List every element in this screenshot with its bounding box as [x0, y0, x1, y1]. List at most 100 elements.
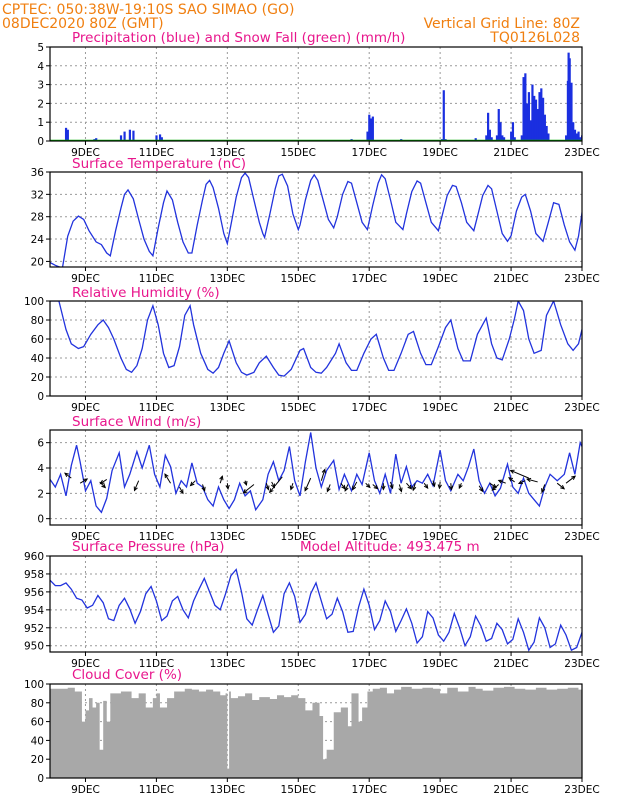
precip-bar [568, 58, 571, 141]
wind-arrow [431, 480, 436, 488]
precip-bar [502, 137, 506, 141]
x-tick-label: 23DEC [564, 658, 599, 670]
x-tick-label: 9DEC [71, 531, 100, 543]
x-tick-label: 19DEC [422, 784, 457, 796]
wind-arrow-head [201, 486, 206, 492]
wind-arrow-shaft [304, 477, 312, 491]
wind-arrow [517, 480, 526, 485]
wind-arrow [491, 484, 499, 491]
panel-temperature: Surface Temperature (nC) 20 24 28 32 36 9DEC 11… [31, 156, 600, 285]
x-tick-label: 11DEC [139, 147, 174, 159]
panel-title: Cloud Cover (%) [72, 667, 182, 683]
precip-bar [524, 73, 527, 141]
y-tick-label: 100 [24, 679, 44, 691]
y-tick-label: 40 [31, 353, 44, 365]
wind-arrow [497, 479, 506, 484]
wind-arrow-shaft [79, 478, 88, 484]
plot-area [50, 301, 582, 377]
wind-arrow-head [437, 484, 442, 490]
plot-area [50, 686, 582, 778]
x-tick-label: 19DEC [422, 531, 457, 543]
precip-bar [95, 138, 98, 141]
y-tick-label: 0 [37, 391, 44, 403]
wind-arrow [340, 482, 346, 490]
page-header: CPTEC: 050:38W-19:10S SAO SIMAO (GO) 08D… [2, 2, 580, 46]
y-tick-label: 20 [31, 372, 44, 384]
precip-bar [499, 122, 502, 141]
precip-bar [527, 92, 530, 141]
wind-arrow [406, 482, 413, 490]
wind-arrow [79, 478, 89, 484]
x-tick-label: 13DEC [210, 531, 245, 543]
wind-arrow-shaft [326, 484, 331, 492]
precip-bar [570, 82, 573, 141]
wind-arrow-head [560, 484, 566, 490]
wind-arrow-head [101, 483, 107, 489]
panel-title: Surface Pressure (hPa) [72, 539, 225, 555]
wind-arrow-shaft [179, 486, 184, 494]
wind-arrow [99, 478, 108, 485]
panel-frame [49, 171, 583, 268]
cloud-cover-area [50, 686, 582, 778]
precip-bar [371, 116, 374, 141]
wind-arrow-head [590, 475, 594, 478]
wind-arrow [189, 480, 196, 487]
x-tick-label: 19DEC [422, 147, 457, 159]
x-tick-label: 21DEC [493, 784, 528, 796]
x-tick-label: 11DEC [139, 531, 174, 543]
precip-bar [119, 135, 123, 141]
panel-title: Surface Wind (m/s) [72, 414, 201, 430]
x-tick-label: 9DEC [71, 147, 100, 159]
plot-area [50, 568, 582, 652]
header-model-id: TQ0126L028 [489, 30, 580, 46]
x-tick-label: 13DEC [210, 784, 245, 796]
wind-arrow [344, 484, 349, 492]
plot-area [50, 172, 582, 267]
wind-arrow [541, 484, 546, 494]
panel-title: Precipitation (blue) and Snow Fall (gree… [72, 30, 405, 46]
wind-arrow-shaft [492, 484, 499, 491]
wind-arrow [365, 482, 371, 489]
wind-arrow-head [219, 475, 224, 481]
precip-bar [534, 99, 538, 141]
wind-arrow-head [133, 486, 138, 492]
wind-arrow-shaft [64, 472, 72, 479]
panel-title: Relative Humidity (%) [72, 285, 220, 301]
x-tick-label: 9DEC [71, 273, 100, 285]
wind-arrow [423, 482, 429, 490]
wind-arrow [225, 483, 230, 490]
panel-pressure: Surface Pressure (hPa) Model Altitude: 49… [24, 539, 600, 670]
panel-humidity: Relative Humidity (%) 0 20 40 60 80 100 9DEC 11D… [24, 285, 600, 414]
plot-area [50, 432, 594, 514]
wind-arrow [478, 485, 484, 493]
x-tick-label: 23DEC [564, 147, 599, 159]
y-tick-label: 60 [31, 334, 44, 346]
precip-bar [66, 129, 69, 141]
x-tick-label: 13DEC [210, 658, 245, 670]
panel-frame [49, 555, 583, 653]
x-tick-label: 11DEC [139, 402, 174, 414]
wind-arrow-shaft [269, 476, 283, 493]
wind-arrow-shaft [406, 482, 412, 490]
x-tick-label: 17DEC [351, 531, 386, 543]
panel-frame [49, 300, 583, 397]
wind-arrow-shaft [527, 478, 538, 483]
wind-arrow-shaft [340, 482, 346, 490]
wind-arrow-head [491, 486, 497, 491]
y-tick-label: 2 [37, 98, 44, 110]
wind-arrow [219, 475, 224, 484]
precip-bar [538, 92, 541, 141]
precip-bar [132, 130, 135, 141]
wind-arrow [508, 477, 515, 483]
y-tick-label: 6 [37, 438, 44, 450]
precip-bar [123, 131, 126, 141]
x-tick-label: 23DEC [564, 531, 599, 543]
x-tick-label: 19DEC [422, 402, 457, 414]
x-tick-label: 13DEC [210, 147, 245, 159]
y-tick-label: 3 [37, 80, 44, 92]
x-tick-label: 15DEC [281, 531, 316, 543]
wind-arrow [289, 483, 294, 491]
precip-bar [545, 125, 548, 141]
wind-arrow-shaft [134, 480, 140, 491]
wind-arrow-head [225, 484, 230, 490]
